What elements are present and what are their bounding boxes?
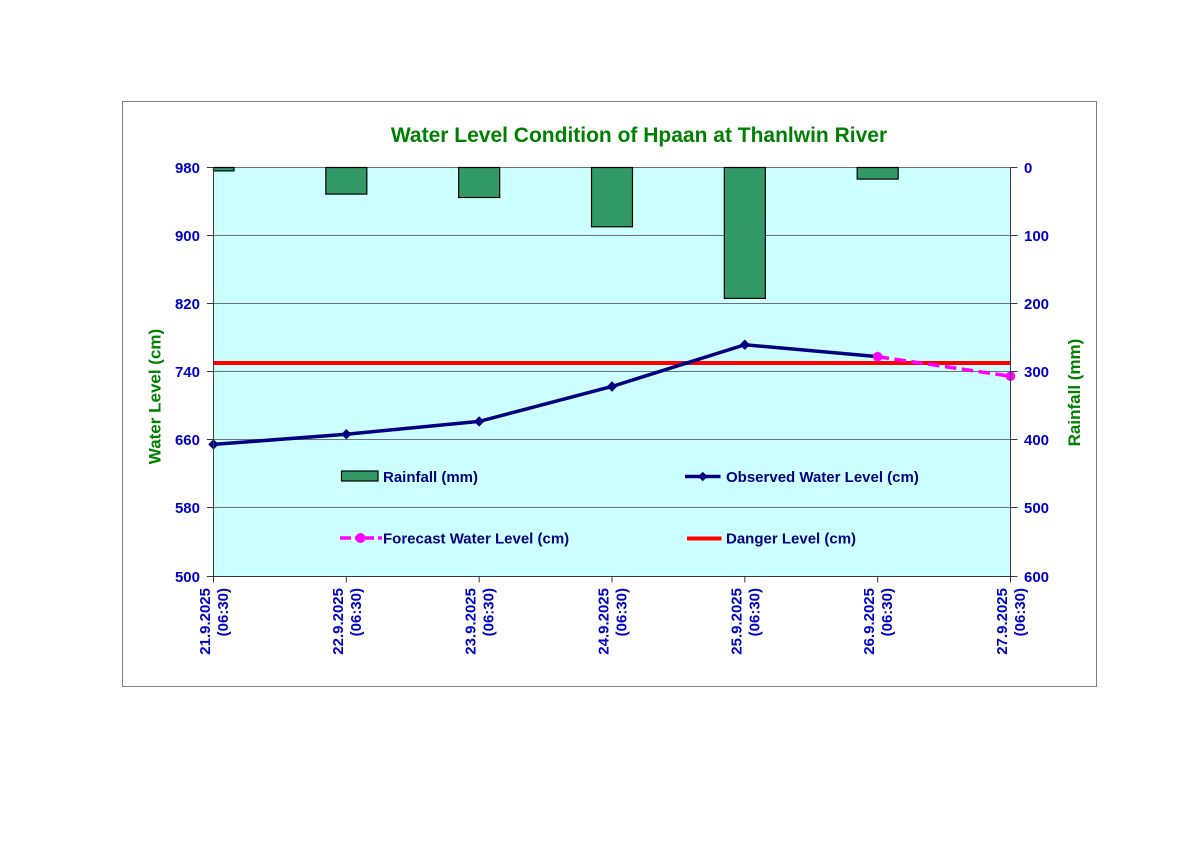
- svg-text:740: 740: [175, 364, 200, 381]
- svg-text:200: 200: [1024, 296, 1049, 313]
- svg-text:Water Level (cm): Water Level (cm): [146, 329, 165, 464]
- svg-text:400: 400: [1024, 432, 1049, 449]
- svg-text:660: 660: [175, 432, 200, 449]
- svg-text:600: 600: [1024, 569, 1049, 586]
- svg-text:820: 820: [175, 296, 200, 313]
- svg-text:Rainfall (mm): Rainfall (mm): [383, 469, 478, 486]
- svg-text:100: 100: [1024, 228, 1049, 245]
- svg-text:900: 900: [175, 228, 200, 245]
- svg-text:580: 580: [175, 500, 200, 517]
- svg-text:500: 500: [1024, 500, 1049, 517]
- svg-text:Rainfall (mm): Rainfall (mm): [1065, 339, 1084, 447]
- svg-text:Forecast Water Level (cm): Forecast Water Level (cm): [383, 531, 569, 548]
- svg-text:0: 0: [1024, 160, 1032, 177]
- svg-text:Observed Water Level (cm): Observed Water Level (cm): [726, 469, 919, 486]
- svg-text:Danger Level (cm): Danger Level (cm): [726, 531, 856, 548]
- svg-text:300: 300: [1024, 364, 1049, 381]
- svg-text:Water Level Condition of Hpaan: Water Level Condition of Hpaan at Thanlw…: [391, 124, 887, 147]
- svg-text:980: 980: [175, 160, 200, 177]
- svg-text:500: 500: [175, 569, 200, 586]
